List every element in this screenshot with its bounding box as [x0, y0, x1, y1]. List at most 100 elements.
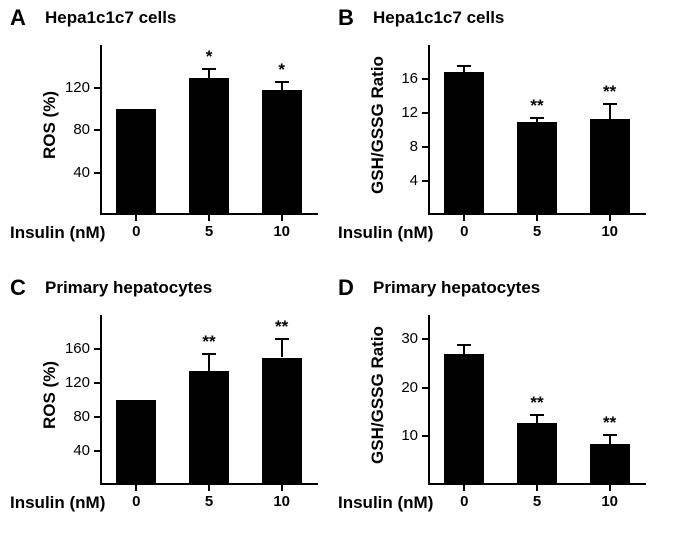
y-axis-title-B: GSH/GSSG Ratio	[368, 50, 388, 200]
bar-D-2	[590, 444, 630, 484]
chart-A: 40801200*5*10	[100, 45, 318, 215]
xlabel-A-0: 0	[116, 223, 156, 240]
sig-D-1: **	[522, 393, 552, 413]
ytick	[422, 387, 428, 389]
err-B-2	[609, 104, 611, 119]
ytick	[94, 416, 100, 418]
y-axis-title-A: ROS (%)	[40, 50, 60, 200]
bar-C-2	[262, 358, 302, 485]
y-axis	[428, 45, 430, 215]
bar-D-1	[517, 423, 557, 484]
xlabel-B-1: 5	[517, 223, 557, 240]
y-axis-title-C: ROS (%)	[40, 320, 60, 470]
xtick	[536, 485, 538, 491]
xtick	[463, 485, 465, 491]
ytick	[422, 112, 428, 114]
panel-title-D: Primary hepatocytes	[373, 278, 540, 298]
err-C-2	[281, 339, 283, 358]
xlabel-C-1: 5	[189, 493, 229, 510]
sig-C-1: **	[194, 332, 224, 352]
panel-title-A: Hepa1c1c7 cells	[45, 8, 176, 28]
sig-B-2: **	[595, 82, 625, 102]
x-axis-title-A: Insulin (nM)	[10, 223, 105, 243]
err-cap-D-2	[603, 434, 617, 436]
sig-A-2: *	[267, 60, 297, 80]
ytick	[94, 450, 100, 452]
xlabel-A-1: 5	[189, 223, 229, 240]
panel-A: A Hepa1c1c7 cells 40801200*5*10 ROS (%) Insu…	[10, 5, 338, 270]
sig-D-2: **	[595, 413, 625, 433]
xtick	[208, 215, 210, 221]
xtick	[135, 485, 137, 491]
panel-B: BHepa1c1c7 cells4812160**5**10GSH/GSSG R…	[338, 5, 666, 270]
bar-A-2	[262, 90, 302, 214]
bar-B-0	[444, 72, 484, 214]
xtick	[281, 485, 283, 491]
panel-D: D Primary hepatocytes 1020300**5**10 GSH/GS…	[338, 275, 666, 540]
bar-B-2	[590, 119, 630, 214]
err-cap-D-1	[530, 414, 544, 416]
xtick	[609, 485, 611, 491]
xtick	[536, 215, 538, 221]
ytick	[422, 78, 428, 80]
sig-B-1: **	[522, 96, 552, 116]
sig-C-2: **	[267, 317, 297, 337]
xlabel-D-0: 0	[444, 493, 484, 510]
panel-title-B: Hepa1c1c7 cells	[373, 8, 504, 28]
err-cap-C-1	[202, 353, 216, 355]
xlabel-C-0: 0	[116, 493, 156, 510]
ytick	[94, 348, 100, 350]
xlabel-D-2: 10	[590, 493, 630, 510]
x-axis-title-C: Insulin (nM)	[10, 493, 105, 513]
y-axis	[100, 45, 102, 215]
ytick	[422, 180, 428, 182]
bar-A-0	[116, 109, 156, 214]
sig-A-1: *	[194, 47, 224, 67]
err-cap-C-2	[275, 338, 289, 340]
bar-C-0	[116, 400, 156, 484]
figure-root: A Hepa1c1c7 cells 40801200*5*10 ROS (%) Insu…	[0, 0, 676, 542]
ytick	[94, 172, 100, 174]
err-D-0	[463, 345, 465, 354]
bar-B-1	[517, 122, 557, 214]
err-cap-A-1	[202, 68, 216, 70]
panel-C: C Primary hepatocytes 40801201600**5**10 RO…	[10, 275, 338, 540]
err-D-1	[536, 415, 538, 423]
bar-C-1	[189, 371, 229, 484]
xtick	[281, 215, 283, 221]
xlabel-A-2: 10	[262, 223, 302, 240]
xtick	[208, 485, 210, 491]
err-D-2	[609, 435, 611, 444]
panel-letter-A: A	[10, 5, 26, 31]
y-axis	[100, 315, 102, 485]
ytick	[94, 382, 100, 384]
ytick	[94, 87, 100, 89]
chart-B: 4812160**5**10	[428, 45, 646, 215]
err-cap-B-1	[530, 117, 544, 119]
ytick	[422, 338, 428, 340]
ytick	[94, 129, 100, 131]
chart-C: 40801201600**5**10	[100, 315, 318, 485]
xlabel-B-0: 0	[444, 223, 484, 240]
y-axis	[428, 315, 430, 485]
err-C-1	[208, 354, 210, 371]
ytick	[422, 146, 428, 148]
panel-title-C: Primary hepatocytes	[45, 278, 212, 298]
chart-D: 1020300**5**10	[428, 315, 646, 485]
err-A-1	[208, 69, 210, 78]
x-axis-title-D: Insulin (nM)	[338, 493, 433, 513]
y-axis-title-D: GSH/GSSG Ratio	[368, 320, 388, 470]
xlabel-C-2: 10	[262, 493, 302, 510]
ytick	[422, 435, 428, 437]
xlabel-D-1: 5	[517, 493, 557, 510]
panel-letter-C: C	[10, 275, 26, 301]
err-cap-B-2	[603, 103, 617, 105]
bar-D-0	[444, 354, 484, 484]
xtick	[463, 215, 465, 221]
err-cap-B-0	[457, 65, 471, 67]
x-axis-title-B: Insulin (nM)	[338, 223, 433, 243]
err-cap-A-2	[275, 81, 289, 83]
xtick	[609, 215, 611, 221]
bar-A-1	[189, 78, 229, 214]
panel-letter-D: D	[338, 275, 354, 301]
